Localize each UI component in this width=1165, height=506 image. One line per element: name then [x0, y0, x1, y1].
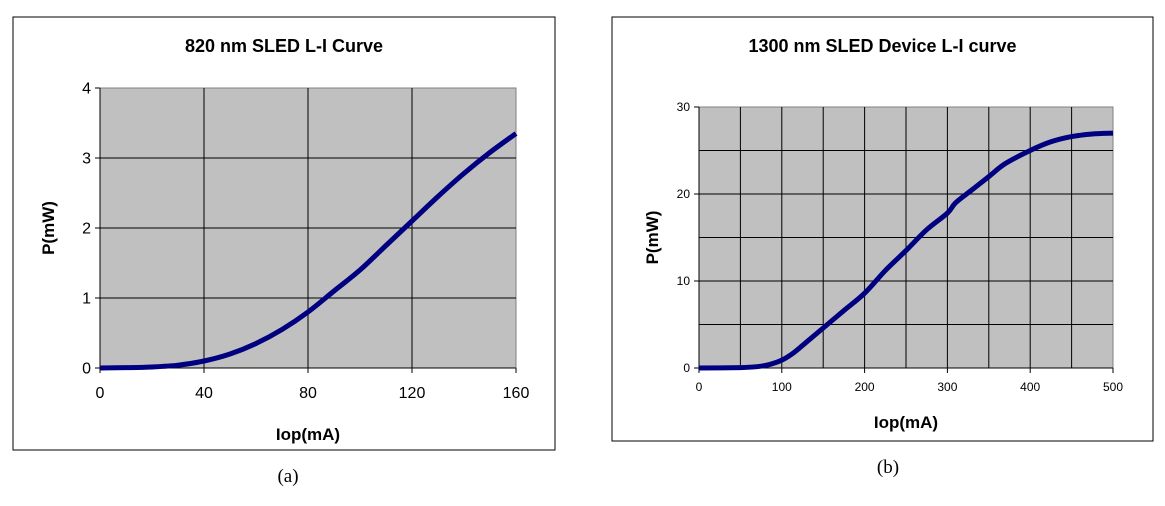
x-tick-label: 160 [503, 385, 530, 402]
y-tick-label: 2 [82, 221, 91, 238]
y-tick-label: 3 [82, 151, 91, 168]
x-tick-label: 120 [399, 385, 426, 402]
y-tick-label: 1 [82, 291, 91, 308]
x-tick-label: 300 [937, 380, 957, 394]
y-axis-label: P(mW) [39, 201, 58, 255]
chart-title: 1300 nm SLED Device L-I curve [748, 36, 1016, 56]
x-tick-label: 100 [772, 380, 792, 394]
figure-caption: (a) [277, 466, 298, 487]
y-tick-label: 10 [677, 274, 691, 288]
y-tick-label: 20 [677, 187, 691, 201]
y-tick-label: 30 [677, 100, 691, 114]
chart-title: 820 nm SLED L-I Curve [185, 36, 383, 56]
x-tick-label: 500 [1103, 380, 1123, 394]
x-axis-label: Iop(mA) [874, 413, 938, 432]
x-tick-label: 400 [1020, 380, 1040, 394]
series-line [99, 131, 518, 371]
x-tick-label: 0 [696, 380, 703, 394]
y-tick-label: 0 [82, 361, 91, 378]
x-tick-label: 40 [195, 385, 213, 402]
x-tick-label: 200 [855, 380, 875, 394]
y-tick-label: 4 [82, 81, 91, 98]
x-tick-label: 80 [299, 385, 317, 402]
figure-caption: (b) [877, 457, 899, 478]
y-axis-label: P(mW) [643, 211, 662, 265]
series-line [698, 130, 1114, 371]
y-tick-label: 0 [683, 361, 690, 375]
x-axis-label: Iop(mA) [276, 425, 340, 444]
x-tick-label: 0 [96, 385, 105, 402]
